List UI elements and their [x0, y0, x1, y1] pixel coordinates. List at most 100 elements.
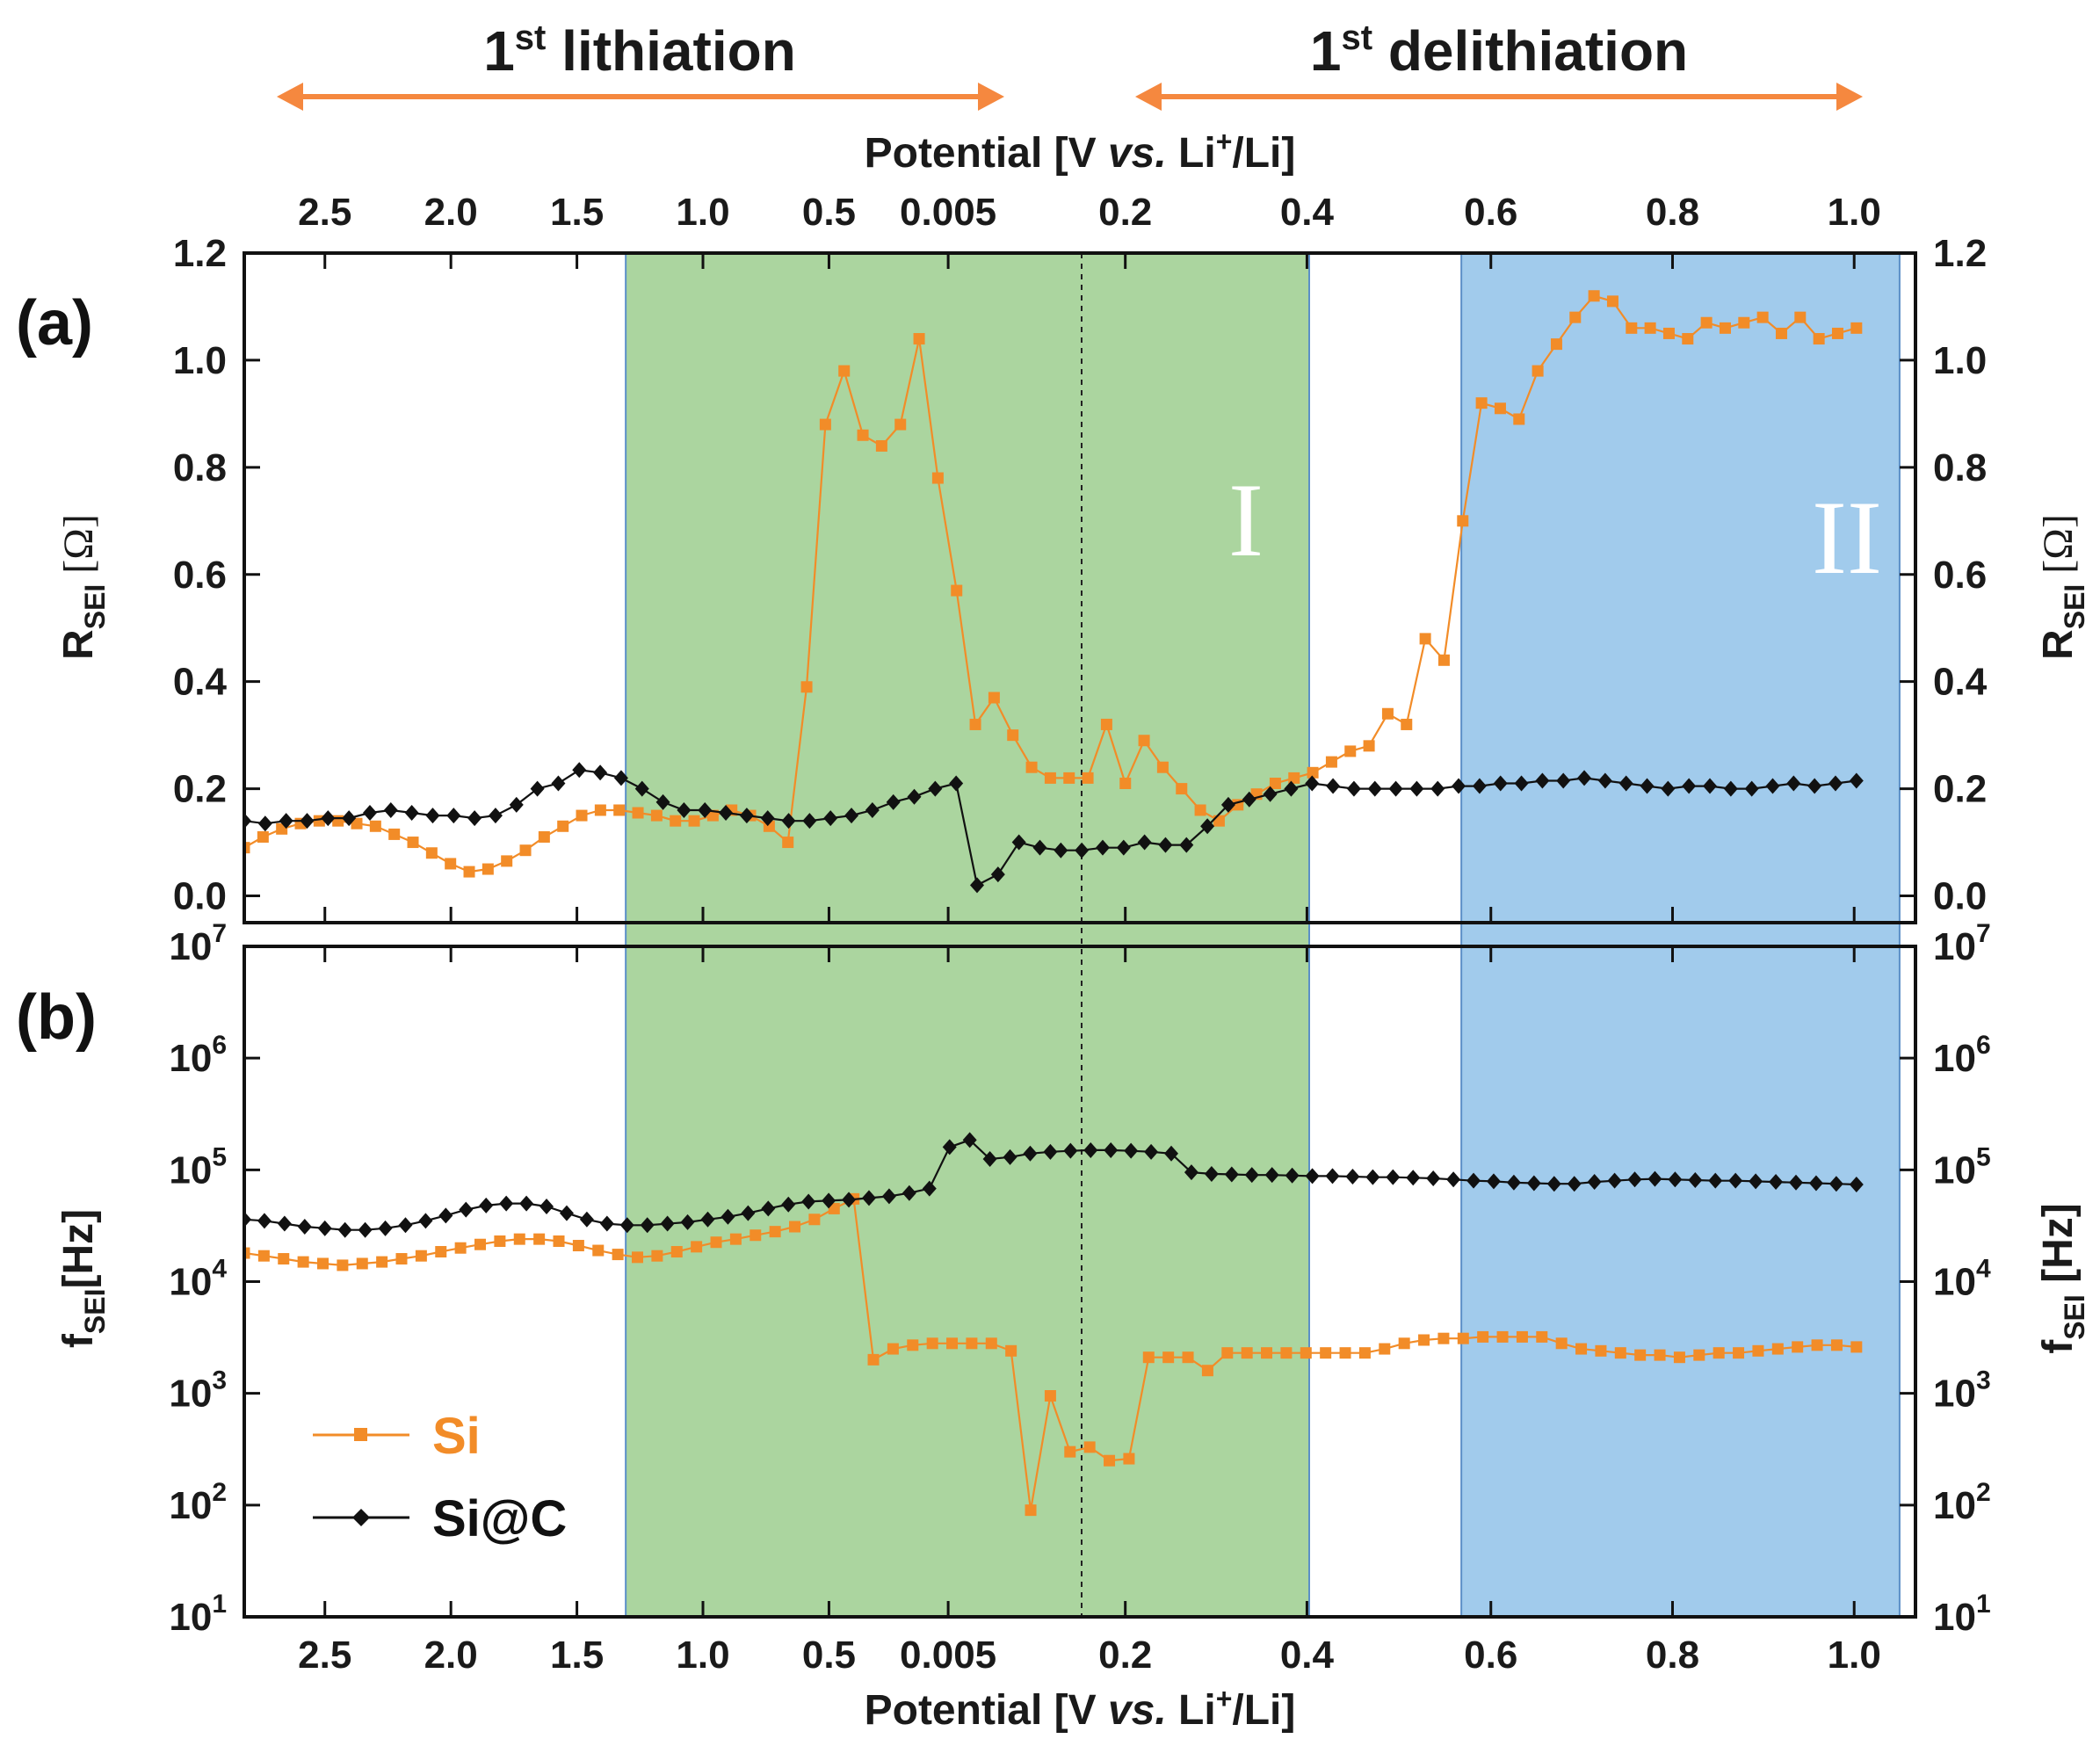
data-point-si-at-c: [279, 813, 293, 830]
data-point-si-at-c: [1144, 1143, 1159, 1160]
data-point-si: [1007, 729, 1019, 742]
data-point-si-at-c: [613, 770, 628, 786]
data-point-si: [1437, 654, 1450, 666]
data-point-si: [557, 820, 569, 832]
panel-a-right-tick-label: 0.8: [1933, 446, 1987, 489]
data-point-si-at-c: [1386, 1169, 1401, 1185]
data-point-si: [1693, 1349, 1705, 1361]
data-point-si: [1457, 515, 1469, 527]
data-point-si: [317, 1257, 329, 1270]
panel-a-left-tick-label: 0.0: [173, 875, 227, 918]
data-point-si: [1536, 1330, 1548, 1343]
data-point-si: [533, 1233, 546, 1245]
data-point-si-at-c: [881, 1188, 896, 1205]
data-point-si: [1496, 1330, 1509, 1343]
data-point-si: [1418, 1334, 1430, 1346]
data-point-si: [819, 418, 831, 431]
data-point-si: [632, 1251, 644, 1264]
data-point-si-at-c: [342, 810, 357, 827]
data-point-si: [1044, 772, 1056, 784]
panel-b-left-tick-label: 103: [169, 1366, 227, 1416]
data-point-si-at-c: [1075, 842, 1090, 859]
data-point-si: [1201, 1365, 1213, 1377]
data-point-si: [1063, 772, 1075, 784]
data-point-si-at-c: [277, 1215, 292, 1232]
data-point-si-at-c: [1326, 778, 1341, 794]
data-point-si: [395, 1253, 408, 1265]
data-point-si-at-c: [781, 813, 796, 830]
data-point-si-at-c: [321, 810, 336, 827]
data-point-si-at-c: [425, 808, 440, 824]
data-point-si: [454, 1242, 467, 1254]
data-point-si: [425, 847, 438, 859]
data-point-si-at-c: [579, 1211, 594, 1228]
panel-a-right-ylabel: RSEI [Ω]: [2035, 514, 2090, 660]
data-point-si-at-c: [1406, 1170, 1421, 1186]
data-point-si-at-c: [1577, 770, 1592, 786]
data-point-si: [463, 866, 475, 878]
data-point-si: [1606, 295, 1618, 308]
data-point-si-at-c: [300, 813, 315, 830]
data-point-si: [969, 718, 981, 730]
data-point-si: [376, 1256, 388, 1268]
data-point-si-at-c: [1808, 1175, 1823, 1192]
data-point-si: [800, 681, 813, 693]
data-point-si: [519, 844, 532, 857]
data-point-si-at-c: [942, 1139, 957, 1156]
data-point-si-at-c: [1789, 1174, 1804, 1191]
data-point-si-at-c: [1535, 772, 1550, 789]
data-point-si-at-c: [861, 1190, 876, 1206]
data-point-si: [388, 828, 401, 840]
data-point-si: [1104, 1454, 1116, 1467]
data-point-si-at-c: [593, 764, 608, 781]
data-point-si-at-c: [1244, 1167, 1259, 1184]
data-point-si: [1513, 413, 1525, 425]
data-point-si-at-c: [1137, 834, 1152, 851]
data-point-si-at-c: [698, 801, 713, 818]
panel-a-right-tick-label: 0.2: [1933, 768, 1987, 811]
panel-b-left-tick-label: 107: [169, 919, 227, 968]
panel-b-right-tick-label: 104: [1933, 1255, 1991, 1304]
panel-a-series: [244, 290, 1864, 894]
data-point-si: [594, 804, 606, 816]
arrow-head-left: [277, 83, 303, 111]
shaded-regions: [625, 253, 1901, 1617]
data-point-si: [1850, 1341, 1863, 1353]
data-point-si-at-c: [1224, 1166, 1239, 1183]
data-point-si-at-c: [398, 1217, 413, 1234]
panel-a-right-tick-label: 0.6: [1933, 554, 1987, 597]
bottom-x-tick-label: 2.0: [424, 1634, 478, 1677]
data-point-si-at-c: [378, 1220, 393, 1236]
data-point-si: [1142, 1351, 1155, 1364]
data-point-si-at-c: [1204, 1165, 1219, 1182]
data-point-si-at-c: [949, 775, 964, 792]
data-point-si-at-c: [297, 1219, 312, 1235]
data-point-si: [1269, 778, 1281, 790]
data-point-si-at-c: [1849, 772, 1864, 789]
data-point-si-at-c: [572, 762, 587, 779]
panel-b-label: (b): [16, 982, 97, 1053]
data-point-si: [1494, 402, 1506, 415]
data-point-si: [1673, 1351, 1685, 1364]
data-point-si: [337, 1259, 349, 1271]
data-point-si-at-c: [700, 1211, 715, 1228]
data-point-si: [257, 1250, 270, 1262]
data-point-si: [1300, 1347, 1312, 1359]
panel-b-left-tick-label: 101: [169, 1590, 227, 1639]
bottom-x-tick-label: 0.6: [1464, 1634, 1517, 1677]
data-point-si-at-c: [539, 1199, 554, 1215]
panel-a-label: (a): [16, 288, 93, 359]
data-point-si: [1064, 1445, 1076, 1458]
data-point-si: [1595, 1344, 1607, 1357]
panel-b-right-tick-label: 101: [1933, 1590, 1991, 1639]
data-point-si-at-c: [823, 810, 838, 827]
panel-a-right-tick-label: 1.0: [1933, 339, 1987, 382]
data-point-si-at-c: [362, 805, 377, 822]
data-point-si: [1083, 1441, 1096, 1453]
data-point-si: [1516, 1330, 1528, 1343]
panel-b-right-tick-label: 106: [1933, 1031, 1991, 1080]
data-point-si-at-c: [1526, 1175, 1541, 1192]
data-point-si-at-c: [1749, 1173, 1763, 1190]
data-point-si: [1700, 316, 1713, 329]
